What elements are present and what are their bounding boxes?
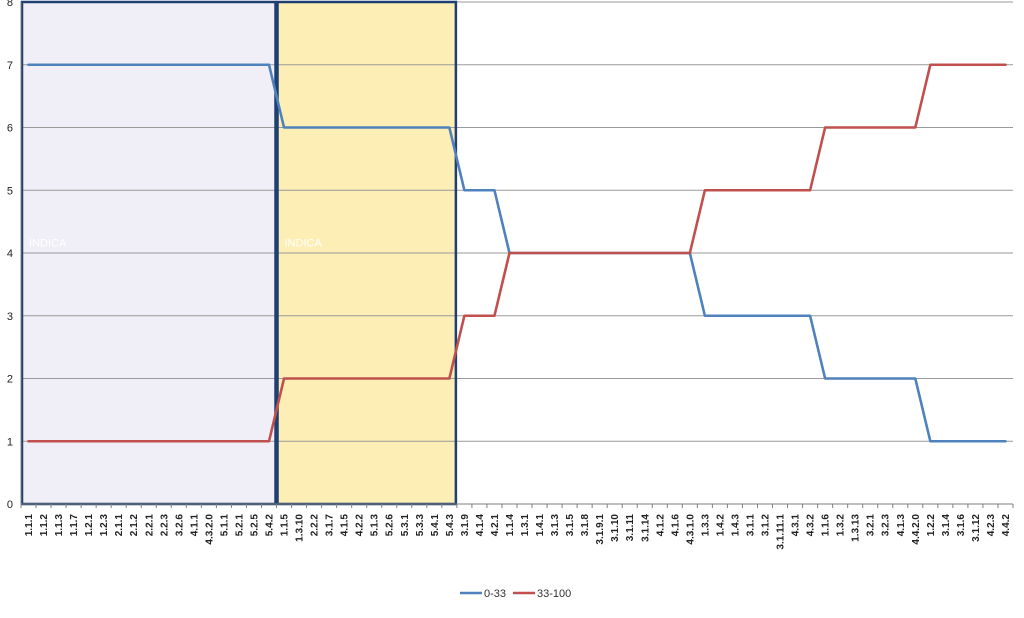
- y-axis-tick-labels: 0 1 2 3 4 5 6 7 8: [7, 0, 13, 511]
- y-tick-label-2: 2: [7, 374, 13, 386]
- x-tick-label: 5.2.6: [385, 514, 396, 537]
- x-tick-label: 3.1.10: [610, 514, 621, 542]
- x-tick-label: 1.1.4: [505, 514, 516, 537]
- x-tick-label: 1.2.2: [926, 514, 937, 537]
- x-tick-label: 4.1.1: [189, 514, 200, 537]
- x-tick-label: 1.4.1: [535, 514, 546, 537]
- y-tick-label-5: 5: [7, 185, 13, 197]
- x-tick-label: 3.1.4: [941, 514, 952, 537]
- legend-item-0-33: 0-33: [460, 588, 506, 600]
- legend-item-33-100: 33-100: [513, 588, 571, 600]
- x-tick-label: 3.1.2: [761, 514, 772, 537]
- x-tick-label: 1.3.2: [836, 514, 847, 537]
- x-tick-label: 4.2.1: [490, 514, 501, 537]
- y-tick-label-4: 4: [7, 248, 13, 260]
- x-tick-label: 1.1.2: [39, 514, 50, 537]
- x-tick-label: 1.4.2: [715, 514, 726, 537]
- x-tick-label: 2.1.2: [129, 514, 140, 537]
- x-tick-label: 1.3.3: [700, 514, 711, 537]
- x-tick-label: 1.3.1: [520, 514, 531, 537]
- x-tick-label: 5.4.1: [430, 514, 441, 537]
- legend: 0-33 33-100: [460, 588, 571, 600]
- legend-label: 0-33: [484, 588, 506, 600]
- x-tick-label: 3.1.8: [580, 514, 591, 537]
- x-tick-label: 5.2.1: [234, 514, 245, 537]
- x-tick-label: 4.3.2: [806, 514, 817, 537]
- legend-label: 33-100: [537, 588, 571, 600]
- x-tick-label: 5.3.3: [415, 514, 426, 537]
- x-tick-label: 4.1.3: [896, 514, 907, 537]
- highlight-region-label-2: INDICA: [285, 238, 323, 250]
- x-tick-label: 1.1.7: [69, 514, 80, 537]
- series-line-33-100: [27, 63, 1007, 443]
- x-tick-label: 3.1.7: [325, 514, 336, 537]
- x-tick-label: 3.1.9.1: [595, 514, 606, 545]
- x-tick-label: 4.3.2.0: [204, 514, 215, 545]
- x-tick-label: 2.2.2: [310, 514, 321, 537]
- x-tick-label: 4.4.2.0: [911, 514, 922, 545]
- y-tick-label-7: 7: [7, 60, 13, 72]
- x-tick-label: 1.3.10: [295, 514, 306, 542]
- x-axis-tick-labels: 1.1.1 1.1.2 1.1.3 1.1.7 1.2.1 1.2.3 2.1.1 2.1.2…: [24, 514, 1012, 550]
- x-tick-label: 4.2.3: [986, 514, 997, 537]
- x-tick-label: 3.2.1: [866, 514, 877, 537]
- highlight-region-label-1: INDICA: [29, 238, 67, 250]
- x-tick-label: 3.1.12: [971, 514, 982, 542]
- x-tick-label: 4.3.1.0: [685, 514, 696, 545]
- x-tick-label: 3.1.6: [956, 514, 967, 537]
- x-tick-label: 1.4.3: [730, 514, 741, 537]
- x-tick-label: 3.2.3: [881, 514, 892, 537]
- x-tick-label: 4.1.2: [655, 514, 666, 537]
- x-tick-label: 4.1.4: [475, 514, 486, 537]
- x-tick-label: 1.1.6: [821, 514, 832, 537]
- x-tick-label: 5.1.3: [370, 514, 381, 537]
- x-tick-label: 4.4.2: [1001, 514, 1012, 537]
- x-tick-label: 5.3.1: [400, 514, 411, 537]
- x-tick-label: 1.2.1: [84, 514, 95, 537]
- x-tick-label: 3.1.11: [625, 514, 636, 542]
- x-tick-label: 4.1.5: [340, 514, 351, 537]
- y-tick-label-8: 8: [7, 0, 13, 9]
- axes: [20, 2, 1014, 508]
- y-tick-label-6: 6: [7, 123, 13, 135]
- x-tick-label: 4.3.1: [791, 514, 802, 537]
- x-tick-label: 4.2.2: [355, 514, 366, 537]
- x-tick-label: 1.1.3: [54, 514, 65, 537]
- x-tick-label: 5.2.5: [249, 514, 260, 537]
- x-tick-label: 2.2.1: [144, 514, 155, 537]
- y-tick-label-3: 3: [7, 311, 13, 323]
- x-tick-label: 3.1.14: [640, 514, 651, 542]
- x-tick-label: 4.1.6: [670, 514, 681, 537]
- x-tick-label: 5.1.1: [219, 514, 230, 537]
- x-tick-label: 3.1.3: [550, 514, 561, 537]
- x-tick-label: 3.1.9: [460, 514, 471, 537]
- x-tick-label: 1.2.3: [99, 514, 110, 537]
- x-tick-label: 1.3.13: [851, 514, 862, 542]
- x-tick-label: 2.1.1: [114, 514, 125, 537]
- y-tick-label-1: 1: [7, 436, 13, 448]
- x-tick-label: 3.1.11.1: [776, 514, 787, 550]
- y-tick-label-0: 0: [7, 499, 13, 511]
- x-tick-label: 1.1.1: [24, 514, 35, 537]
- x-tick-label: 3.2.6: [174, 514, 185, 537]
- x-tick-label: 3.1.1: [745, 514, 756, 537]
- x-tick-label: 5.4.3: [445, 514, 456, 537]
- x-tick-label: 3.1.5: [565, 514, 576, 537]
- x-tick-label: 1.1.5: [280, 514, 291, 537]
- x-tick-label: 5.4.2: [265, 514, 276, 537]
- x-tick-label: 2.2.3: [159, 514, 170, 537]
- series-lines: [27, 63, 1007, 443]
